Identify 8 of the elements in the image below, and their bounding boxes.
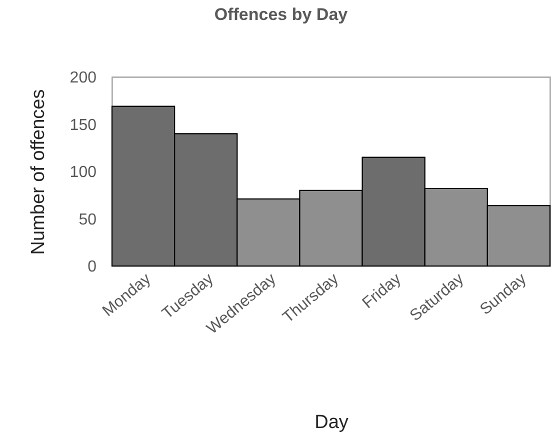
x-axis-title: Day (314, 412, 349, 433)
y-tick-label: 50 (78, 211, 97, 228)
chart-title: Offences by Day (214, 5, 348, 24)
y-tick-label: 0 (88, 258, 97, 276)
y-tick-label: 150 (70, 116, 97, 134)
y-axis-title: Number of offences (28, 89, 49, 255)
y-tick-label: 100 (70, 164, 97, 181)
y-tick-label: 200 (70, 70, 97, 86)
